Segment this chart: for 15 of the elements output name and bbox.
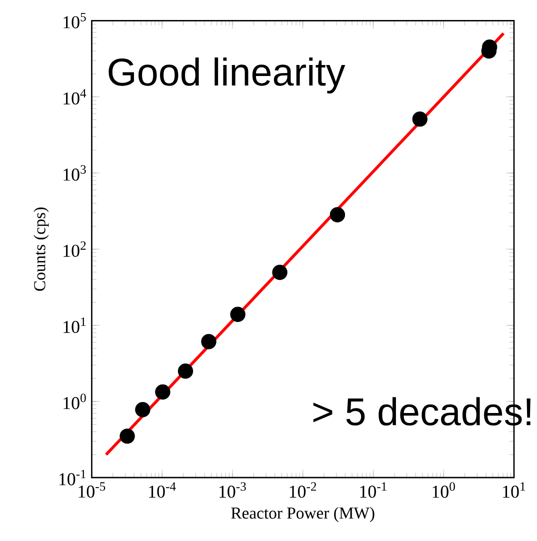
x-tick-label: 10$^{-3}$: [219, 482, 246, 498]
y-axis-title: Counts (cps): [34, 208, 49, 291]
y-tick-label: 10$^{2}$: [64, 241, 86, 257]
y-tick-label: 10$^{4}$: [64, 89, 86, 105]
annotation: Good linearity: [108, 57, 346, 94]
y-tick-label: 10$^{5}$: [64, 12, 86, 28]
y-tick-label: 10$^{1}$: [64, 318, 86, 334]
x-axis-title: Reactor Power (MW): [231, 506, 374, 522]
y-tick-label: 10$^{3}$: [64, 165, 86, 181]
x-tick-label: 10$^{-2}$: [290, 482, 316, 498]
x-tick-label: 10$^{-1}$: [360, 482, 386, 498]
y-tick-label: 10$^{0}$: [64, 394, 86, 410]
x-tick-label: 10$^{0}$: [432, 482, 455, 498]
x-tick-label: 10$^{-4}$: [149, 482, 176, 498]
x-tick-label: 10$^{1}$: [503, 482, 526, 498]
